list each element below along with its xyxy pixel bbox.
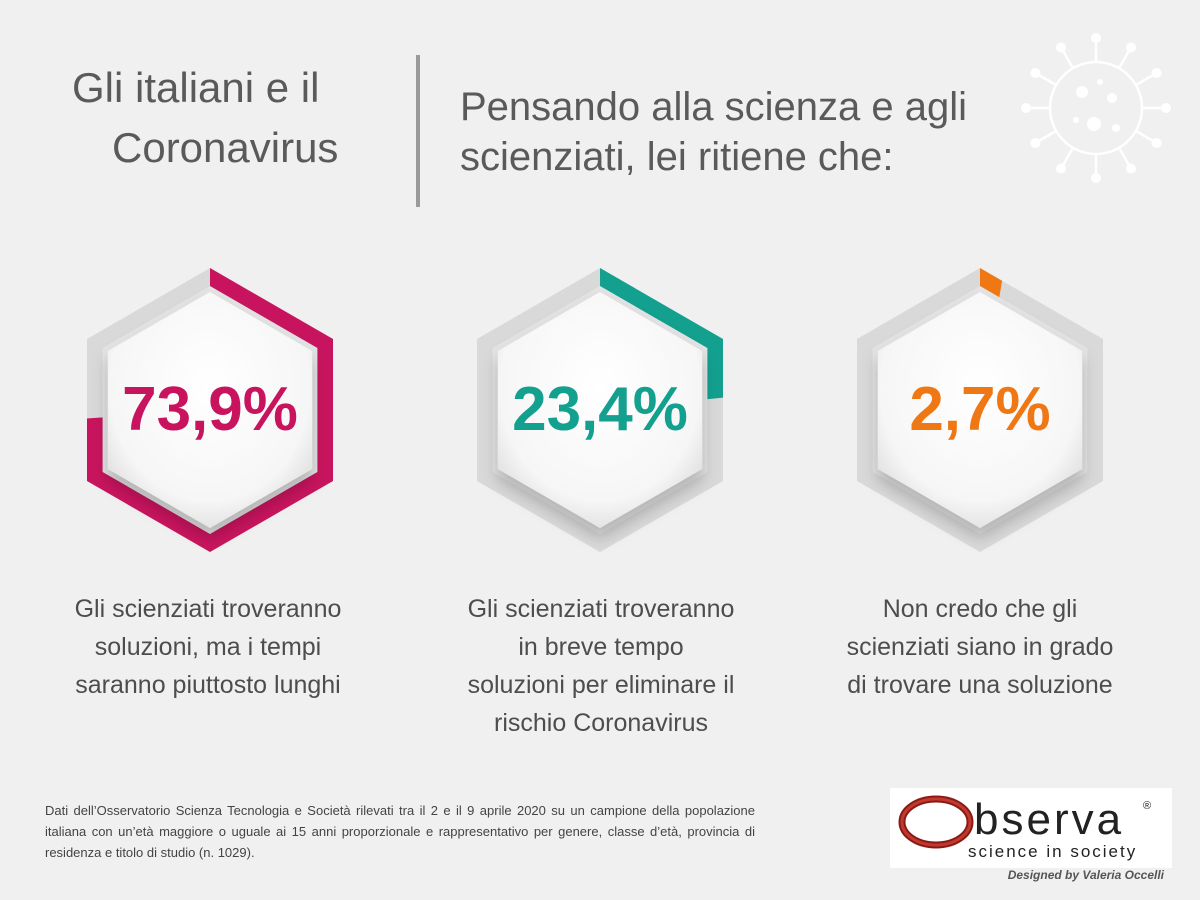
observa-logo: bserva ® science in society — [890, 788, 1172, 868]
virus-spike-tip — [1091, 33, 1101, 43]
caption-line: rischio Coronavirus — [494, 709, 708, 737]
percentage-value-2: 23,4% — [512, 375, 688, 444]
gauge-face — [497, 292, 703, 528]
virus-spike — [1117, 147, 1131, 166]
virus-spike-tip — [1056, 42, 1066, 53]
logo-wordmark: bserva — [974, 795, 1125, 844]
title-line-2: Coronavirus — [112, 124, 339, 171]
virus-spike-tip — [1091, 173, 1101, 183]
caption-line: saranno piuttosto lunghi — [75, 671, 341, 699]
virus-surface-dot — [1112, 124, 1120, 132]
question-line-2: scienziati, lei ritiene che: — [460, 135, 894, 179]
title-line-1: Gli italiani e il — [72, 64, 320, 111]
virus-spike — [1061, 147, 1075, 166]
virus-spike — [1117, 50, 1131, 69]
result-hexagon-gauge-3 — [857, 268, 1103, 552]
virus-spike-tip — [1056, 163, 1066, 174]
virus-surface-dot — [1107, 93, 1117, 103]
virus-surface-dot — [1087, 117, 1101, 131]
virus-spike — [1135, 129, 1154, 143]
gauge-face — [107, 292, 313, 528]
result-hexagon-gauge-1 — [87, 268, 333, 552]
virus-surface-dot — [1097, 79, 1103, 85]
virus-spike — [1135, 73, 1154, 87]
caption-line: in breve tempo — [518, 633, 684, 661]
virus-spike-tip — [1151, 68, 1162, 78]
survey-question: Pensando alla scienza e agli scienziati,… — [460, 82, 1020, 182]
virus-spike — [1038, 129, 1057, 143]
result-card-3: 2,7% — [810, 245, 1150, 575]
coronavirus-icon — [1021, 33, 1171, 183]
question-line-1: Pensando alla scienza e agli — [460, 85, 968, 129]
logo-tagline: science in society — [968, 842, 1138, 861]
result-card-2: 23,4% — [430, 245, 770, 575]
caption-line: Non credo che gli — [882, 595, 1078, 623]
virus-spike — [1061, 50, 1075, 69]
virus-surface-dot — [1076, 86, 1088, 98]
caption-line: soluzioni, ma i tempi — [94, 633, 322, 661]
virus-spike-tip — [1030, 68, 1041, 78]
result-card-1: 73,9% — [40, 245, 380, 575]
gauge-face — [877, 292, 1083, 528]
caption-line: soluzioni per eliminare il — [467, 671, 735, 699]
virus-spike-tip — [1126, 42, 1136, 53]
result-caption-2: Gli scienziati troveranno in breve tempo… — [431, 590, 771, 742]
page-title: Gli italiani e il Coronavirus — [60, 58, 380, 178]
percentage-value-1: 73,9% — [122, 375, 298, 444]
logo-ring-icon — [898, 795, 974, 849]
designer-credit: Designed by Valeria Occelli — [1007, 868, 1164, 882]
caption-line: Gli scienziati troveranno — [467, 595, 735, 623]
caption-line: scienziati siano in grado — [846, 633, 1114, 661]
virus-spike-tip — [1021, 103, 1031, 113]
caption-line: di trovare una soluzione — [847, 671, 1113, 699]
virus-spike-tip — [1126, 163, 1136, 174]
virus-spike — [1038, 73, 1057, 87]
virus-spike-tip — [1151, 138, 1162, 148]
result-caption-1: Gli scienziati troveranno soluzioni, ma … — [38, 590, 378, 704]
data-source-note: Dati dell’Osservatorio Scienza Tecnologi… — [45, 803, 755, 860]
virus-surface-dot — [1073, 117, 1079, 123]
result-caption-3: Non credo che gli scienziati siano in gr… — [810, 590, 1150, 704]
percentage-value-3: 2,7% — [909, 375, 1051, 444]
virus-spike-tip — [1161, 103, 1171, 113]
virus-spike-tip — [1030, 138, 1041, 148]
result-hexagon-gauge-2 — [477, 268, 723, 552]
logo-registered-mark: ® — [1143, 800, 1152, 812]
caption-line: Gli scienziati troveranno — [74, 595, 342, 623]
title-divider — [416, 55, 420, 207]
